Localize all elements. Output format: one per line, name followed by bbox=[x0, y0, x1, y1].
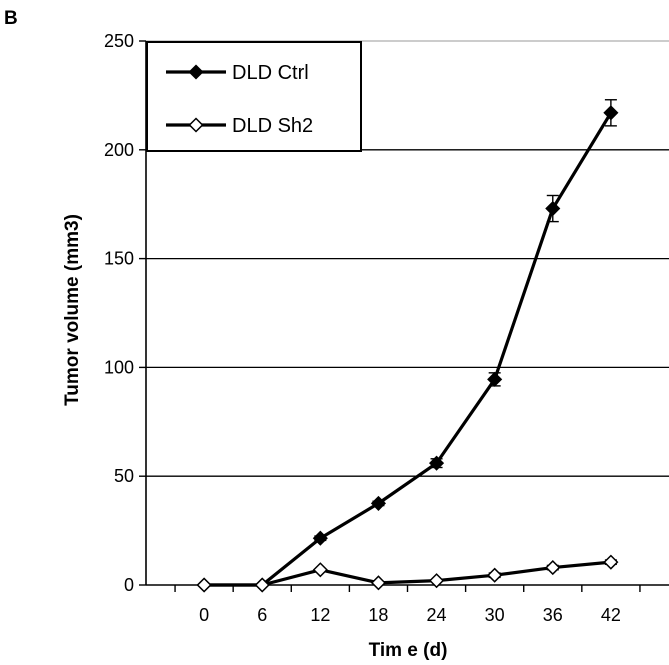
y-axis-ticks: 0 50 100 150 200 250 bbox=[104, 31, 146, 595]
y-tick-label: 100 bbox=[104, 357, 134, 377]
series-line bbox=[204, 111, 613, 587]
x-tick-label: 30 bbox=[485, 605, 505, 625]
legend: DLD Ctrl DLD Sh2 bbox=[146, 41, 362, 152]
data-point bbox=[487, 371, 503, 387]
data-point bbox=[603, 554, 619, 570]
x-axis-title: Tim e (d) bbox=[369, 640, 448, 661]
data-point bbox=[312, 530, 328, 546]
data-point bbox=[487, 567, 503, 583]
legend-marker bbox=[188, 117, 204, 133]
y-tick-label: 200 bbox=[104, 140, 134, 160]
y-tick-label: 150 bbox=[104, 249, 134, 269]
x-tick-label: 6 bbox=[257, 605, 267, 625]
panel-label: B bbox=[4, 8, 18, 29]
series-layer bbox=[196, 99, 619, 593]
x-tick-label: 24 bbox=[427, 605, 447, 625]
data-point bbox=[370, 575, 387, 591]
y-axis-title: Tumor volume (mm3) bbox=[62, 214, 83, 406]
x-tick-label: 0 bbox=[199, 605, 209, 625]
series-line bbox=[204, 560, 612, 587]
x-tick-label: 18 bbox=[368, 605, 388, 625]
x-axis-ticks: 0 6 12 18 24 30 36 42 bbox=[174, 585, 641, 625]
y-tick-label: 250 bbox=[104, 31, 134, 51]
data-point bbox=[428, 455, 445, 471]
data-point bbox=[312, 562, 328, 578]
y-tick-label: 0 bbox=[124, 575, 134, 595]
y-tick-label: 50 bbox=[114, 466, 134, 486]
x-tick-label: 36 bbox=[543, 605, 563, 625]
x-tick-label: 42 bbox=[601, 605, 621, 625]
series-dld-ctrl bbox=[196, 99, 619, 593]
legend-label: DLD Sh2 bbox=[232, 115, 313, 137]
series-dld-sh2 bbox=[196, 554, 619, 593]
x-tick-label: 12 bbox=[310, 605, 330, 625]
data-point bbox=[254, 577, 270, 593]
data-point bbox=[196, 577, 212, 593]
data-point bbox=[603, 105, 619, 121]
data-point bbox=[370, 495, 387, 511]
legend-marker bbox=[188, 64, 204, 80]
data-point bbox=[545, 200, 561, 217]
legend-box bbox=[146, 41, 362, 152]
data-point bbox=[545, 560, 561, 576]
data-point bbox=[428, 573, 445, 589]
legend-label: DLD Ctrl bbox=[232, 62, 309, 84]
